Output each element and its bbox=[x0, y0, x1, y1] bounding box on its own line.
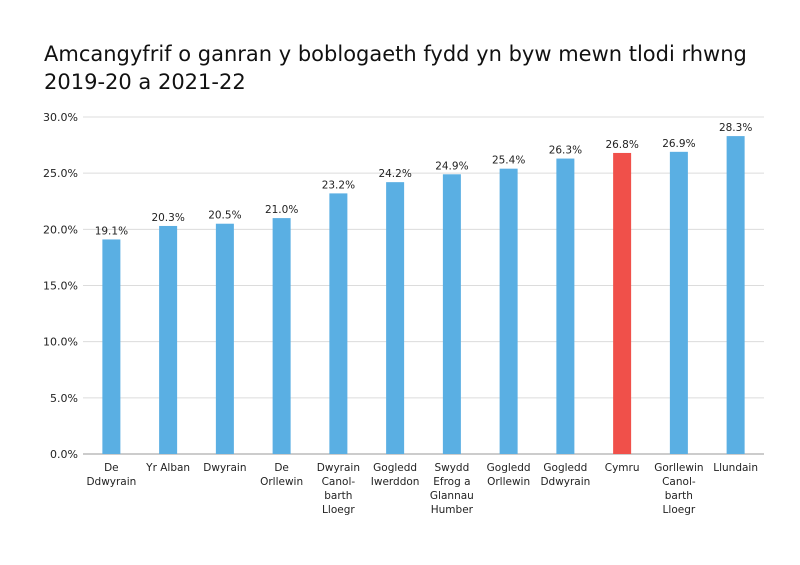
data-label: 24.9% bbox=[435, 160, 468, 172]
bar bbox=[442, 174, 461, 455]
bar bbox=[159, 225, 178, 454]
bar bbox=[669, 151, 688, 454]
y-tick-label: 20.0% bbox=[43, 223, 78, 236]
data-label: 26.8% bbox=[605, 139, 638, 151]
data-label: 20.3% bbox=[151, 212, 184, 224]
bar bbox=[215, 223, 234, 454]
category-label: Gogledd Ddwyrain bbox=[540, 462, 590, 488]
data-label: 26.3% bbox=[549, 145, 582, 157]
y-tick-label: 0.0% bbox=[50, 448, 78, 461]
y-tick-label: 10.0% bbox=[43, 336, 78, 349]
data-label: 24.2% bbox=[378, 168, 411, 180]
x-axis-categories: De Ddwyrain Yr Alban Dwyrain De Orllewin Dwyra… bbox=[86, 462, 758, 516]
data-labels: 19.1% 20.3% 20.5% 21.0% 23.2% 24.2% 24.9% 25.4%… bbox=[95, 122, 753, 237]
category-label: Dwyrain Canol-barth Lloegr bbox=[317, 462, 360, 516]
data-label: 19.1% bbox=[95, 225, 128, 237]
y-tick-label: 15.0% bbox=[43, 280, 78, 293]
chart-title-line-2: 2019-20 a 2021-22 bbox=[44, 70, 246, 94]
y-tick-label: 5.0% bbox=[50, 392, 78, 405]
y-axis-ticks: 0.0% 5.0% 10.0% 15.0% 20.0% 25.0% 30.0% bbox=[43, 111, 78, 461]
bar bbox=[499, 168, 518, 454]
category-label: Swydd Efrog a Glannau Humber bbox=[430, 462, 474, 516]
bar bbox=[272, 218, 291, 454]
category-label: Llundain bbox=[713, 462, 758, 474]
category-label: Gogledd Orllewin bbox=[487, 462, 531, 488]
data-label: 28.3% bbox=[719, 122, 752, 134]
data-label: 25.4% bbox=[492, 155, 525, 167]
category-label: Dwyrain bbox=[203, 462, 246, 474]
bar bbox=[386, 182, 405, 455]
bar bbox=[556, 158, 575, 454]
bar bbox=[102, 239, 121, 454]
data-label: 23.2% bbox=[322, 179, 355, 191]
bars bbox=[102, 136, 745, 455]
chart-title: Amcangyfrif o ganran y boblogaeth fydd y… bbox=[44, 40, 764, 96]
category-label: De Ddwyrain bbox=[86, 462, 136, 488]
category-label: Yr Alban bbox=[145, 462, 190, 474]
bar bbox=[613, 152, 632, 455]
category-label: Gogledd Iwerddon bbox=[371, 462, 420, 488]
gridlines bbox=[83, 116, 764, 455]
category-label: Cymru bbox=[605, 462, 640, 474]
data-label: 26.9% bbox=[662, 138, 695, 150]
y-tick-label: 30.0% bbox=[43, 111, 78, 124]
chart-title-line-1: Amcangyfrif o ganran y boblogaeth fydd y… bbox=[44, 42, 747, 66]
bar bbox=[726, 136, 745, 454]
data-label: 20.5% bbox=[208, 210, 241, 222]
category-label: De Orllewin bbox=[260, 462, 303, 488]
bar bbox=[329, 193, 348, 455]
category-label: Gorllewin Canol-barth Lloegr bbox=[654, 462, 703, 516]
data-label: 21.0% bbox=[265, 204, 298, 216]
y-tick-label: 25.0% bbox=[43, 167, 78, 180]
